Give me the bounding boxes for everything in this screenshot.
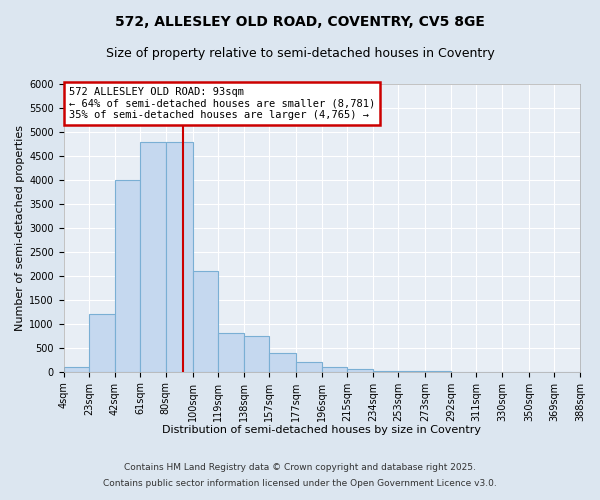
Text: 572 ALLESLEY OLD ROAD: 93sqm
← 64% of semi-detached houses are smaller (8,781)
3: 572 ALLESLEY OLD ROAD: 93sqm ← 64% of se…: [69, 87, 375, 120]
Text: Size of property relative to semi-detached houses in Coventry: Size of property relative to semi-detach…: [106, 48, 494, 60]
Bar: [322, 367, 347, 372]
Bar: [347, 370, 373, 372]
Y-axis label: Number of semi-detached properties: Number of semi-detached properties: [15, 125, 25, 331]
Text: 572, ALLESLEY OLD ROAD, COVENTRY, CV5 8GE: 572, ALLESLEY OLD ROAD, COVENTRY, CV5 8G…: [115, 15, 485, 29]
Bar: [115, 180, 140, 372]
Bar: [218, 334, 244, 372]
Text: Contains HM Land Registry data © Crown copyright and database right 2025.: Contains HM Land Registry data © Crown c…: [124, 464, 476, 472]
Bar: [244, 336, 269, 372]
Bar: [269, 352, 296, 372]
Bar: [373, 371, 398, 372]
X-axis label: Distribution of semi-detached houses by size in Coventry: Distribution of semi-detached houses by …: [163, 425, 481, 435]
Bar: [193, 271, 218, 372]
Bar: [296, 362, 322, 372]
Bar: [166, 142, 193, 372]
Bar: [140, 142, 166, 372]
Text: Contains public sector information licensed under the Open Government Licence v3: Contains public sector information licen…: [103, 478, 497, 488]
Bar: [64, 367, 89, 372]
Bar: [89, 314, 115, 372]
